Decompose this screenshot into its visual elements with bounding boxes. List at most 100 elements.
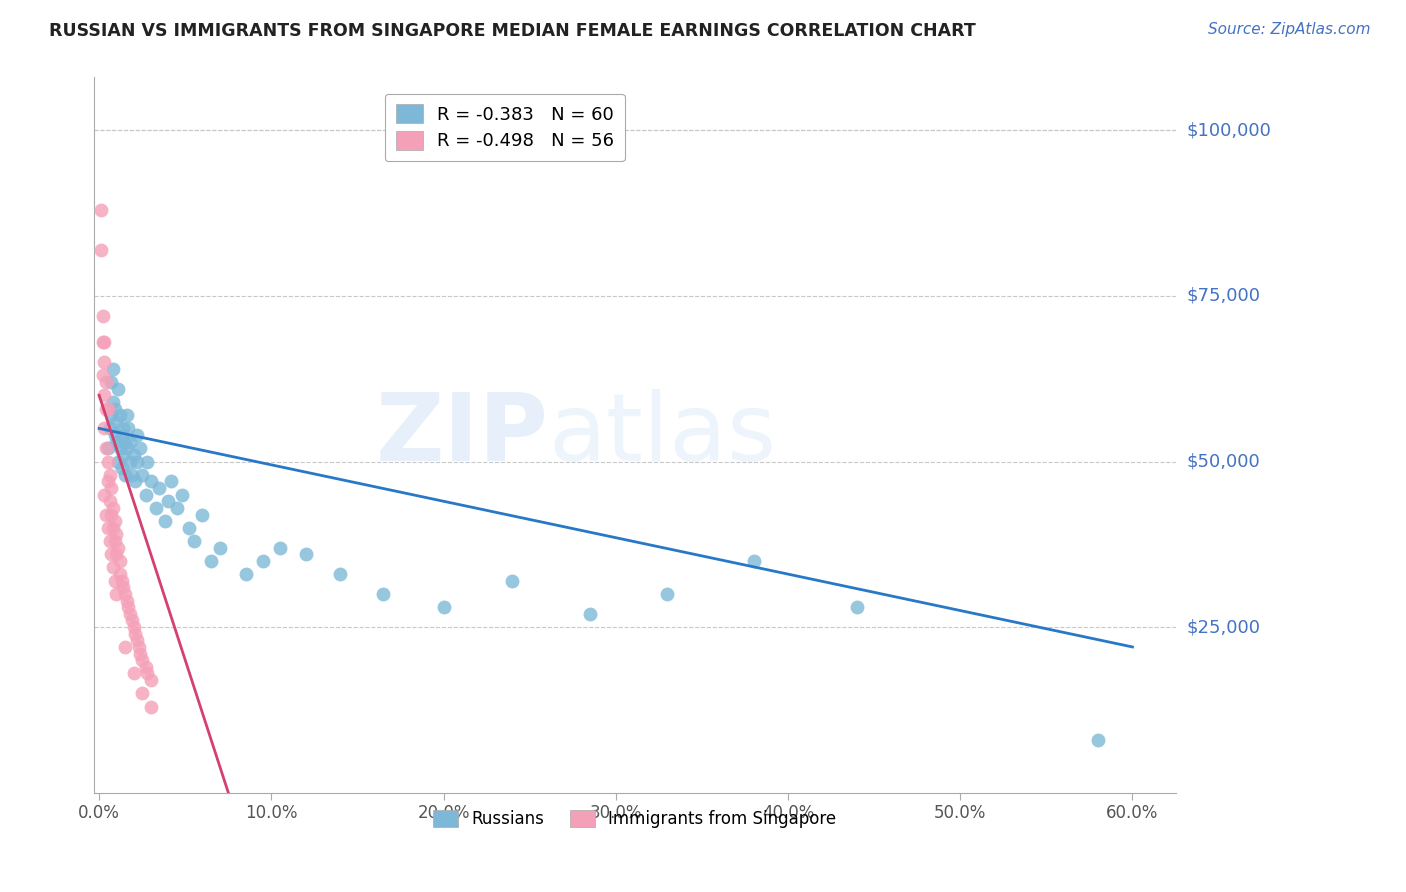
Point bbox=[110, 574, 132, 588]
Point bbox=[157, 494, 180, 508]
Point bbox=[131, 686, 153, 700]
Point bbox=[104, 514, 127, 528]
Point bbox=[104, 401, 127, 416]
Point bbox=[100, 408, 122, 422]
Point bbox=[105, 547, 128, 561]
Point bbox=[117, 421, 139, 435]
Point bbox=[93, 488, 115, 502]
Point bbox=[91, 309, 114, 323]
Point bbox=[1087, 732, 1109, 747]
Point bbox=[139, 475, 162, 489]
Point bbox=[112, 580, 135, 594]
Point bbox=[105, 434, 128, 449]
Point bbox=[108, 567, 131, 582]
Point bbox=[191, 508, 214, 522]
Point bbox=[97, 454, 120, 468]
Point bbox=[101, 521, 124, 535]
Point bbox=[93, 355, 115, 369]
Point bbox=[120, 434, 142, 449]
Point bbox=[124, 475, 146, 489]
Point bbox=[115, 408, 138, 422]
Point bbox=[114, 587, 136, 601]
Point bbox=[97, 401, 120, 416]
Point bbox=[373, 587, 395, 601]
Point bbox=[177, 521, 200, 535]
Point bbox=[160, 475, 183, 489]
Point bbox=[94, 508, 117, 522]
Point bbox=[114, 467, 136, 482]
Point bbox=[94, 442, 117, 456]
Point bbox=[269, 541, 291, 555]
Point bbox=[90, 202, 112, 217]
Point bbox=[108, 408, 131, 422]
Point bbox=[120, 607, 142, 621]
Point bbox=[100, 547, 122, 561]
Point bbox=[101, 560, 124, 574]
Point bbox=[101, 361, 124, 376]
Point bbox=[208, 541, 231, 555]
Point bbox=[93, 388, 115, 402]
Point bbox=[501, 574, 523, 588]
Point bbox=[114, 640, 136, 654]
Point bbox=[329, 567, 352, 582]
Text: $100,000: $100,000 bbox=[1187, 121, 1271, 139]
Point bbox=[104, 574, 127, 588]
Point bbox=[94, 401, 117, 416]
Legend: Russians, Immigrants from Singapore: Russians, Immigrants from Singapore bbox=[427, 803, 842, 834]
Point bbox=[114, 434, 136, 449]
Point bbox=[108, 554, 131, 568]
Point bbox=[136, 666, 159, 681]
Point bbox=[108, 442, 131, 456]
Point bbox=[98, 494, 121, 508]
Point bbox=[105, 415, 128, 429]
Point bbox=[148, 481, 170, 495]
Point bbox=[122, 448, 145, 462]
Point bbox=[657, 587, 679, 601]
Point bbox=[131, 467, 153, 482]
Text: Source: ZipAtlas.com: Source: ZipAtlas.com bbox=[1208, 22, 1371, 37]
Text: $50,000: $50,000 bbox=[1187, 452, 1260, 471]
Point bbox=[90, 243, 112, 257]
Point bbox=[120, 454, 142, 468]
Point bbox=[235, 567, 257, 582]
Point bbox=[129, 647, 152, 661]
Point bbox=[121, 614, 143, 628]
Point bbox=[112, 421, 135, 435]
Point bbox=[112, 448, 135, 462]
Point bbox=[100, 375, 122, 389]
Point bbox=[107, 454, 129, 468]
Point bbox=[131, 653, 153, 667]
Point bbox=[145, 500, 167, 515]
Point bbox=[105, 527, 128, 541]
Point bbox=[105, 587, 128, 601]
Point bbox=[125, 428, 148, 442]
Point bbox=[153, 514, 176, 528]
Point bbox=[125, 633, 148, 648]
Point bbox=[115, 593, 138, 607]
Point bbox=[98, 534, 121, 549]
Point bbox=[117, 600, 139, 615]
Text: $25,000: $25,000 bbox=[1187, 618, 1261, 636]
Point bbox=[98, 467, 121, 482]
Point bbox=[139, 699, 162, 714]
Point bbox=[166, 500, 188, 515]
Point bbox=[139, 673, 162, 687]
Point bbox=[135, 660, 157, 674]
Point bbox=[125, 454, 148, 468]
Text: $75,000: $75,000 bbox=[1187, 287, 1261, 305]
Point bbox=[128, 640, 150, 654]
Point bbox=[97, 442, 120, 456]
Text: atlas: atlas bbox=[548, 389, 776, 481]
Point bbox=[252, 554, 274, 568]
Point bbox=[845, 600, 868, 615]
Point bbox=[110, 461, 132, 475]
Point bbox=[94, 375, 117, 389]
Point bbox=[101, 395, 124, 409]
Point bbox=[121, 467, 143, 482]
Point bbox=[91, 368, 114, 383]
Point bbox=[129, 442, 152, 456]
Point bbox=[104, 534, 127, 549]
Point bbox=[579, 607, 602, 621]
Point bbox=[100, 508, 122, 522]
Point bbox=[183, 534, 205, 549]
